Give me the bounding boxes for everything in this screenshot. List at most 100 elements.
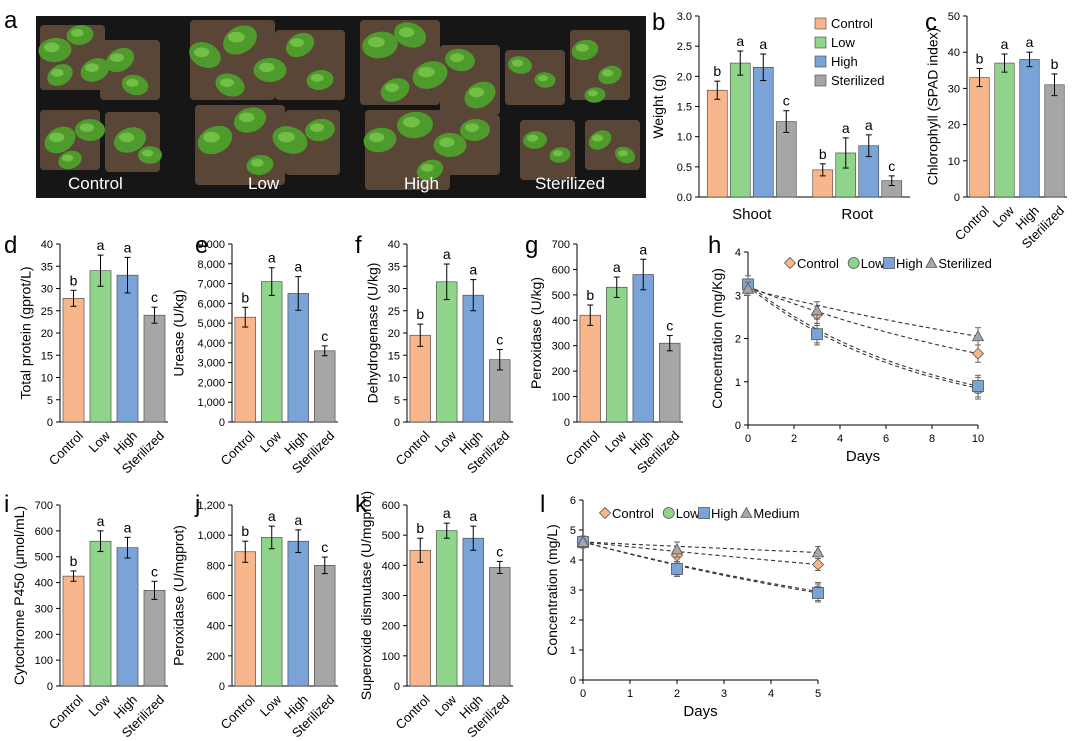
leaf-highlight xyxy=(220,78,234,87)
leaf-highlight xyxy=(126,78,139,87)
y-tick-label: 25 xyxy=(388,306,400,318)
plant-photo-panel xyxy=(36,16,646,198)
bar xyxy=(706,89,728,198)
leaf-highlight xyxy=(49,132,65,143)
y-tick-label: 40 xyxy=(388,239,400,251)
data-point xyxy=(971,330,985,342)
significance-letter: b xyxy=(241,289,249,305)
y-tick-label: 15 xyxy=(388,350,400,362)
y-tick-label: 300 xyxy=(35,603,53,615)
significance-letter: a xyxy=(268,508,276,524)
data-point xyxy=(810,304,824,316)
data-point xyxy=(811,546,825,558)
x-tick-label: 6 xyxy=(883,433,889,445)
significance-letter: a xyxy=(469,508,477,524)
significance-letter: a xyxy=(268,250,276,266)
panel-label-l: l xyxy=(540,491,545,518)
y-tick-label: 0 xyxy=(564,417,570,429)
bar xyxy=(579,314,601,423)
x-category-label: Low xyxy=(990,203,1018,231)
x-category-label: Control xyxy=(218,692,258,732)
y-axis-title: Urease (U/kg) xyxy=(171,289,187,376)
legend-label: Control xyxy=(797,256,839,271)
y-tick-label: 10 xyxy=(948,156,960,168)
legend-label: Medium xyxy=(753,506,799,521)
photo-caption-sterilized: Sterilized xyxy=(535,174,605,193)
leaf-highlight xyxy=(311,73,324,82)
bar xyxy=(659,342,681,423)
leaf-highlight xyxy=(44,42,60,53)
significance-letter: b xyxy=(416,306,424,322)
y-tick-label: 1,000 xyxy=(197,530,225,542)
bar xyxy=(89,540,112,687)
bar xyxy=(287,540,309,687)
y-tick-label: 600 xyxy=(35,526,53,538)
leaf-highlight xyxy=(62,154,74,162)
y-tick-label: 3,000 xyxy=(197,358,225,370)
y-tick-label: 2 xyxy=(570,615,576,627)
series-curve xyxy=(747,286,979,355)
leaf-highlight xyxy=(588,90,598,97)
y-tick-label: 4 xyxy=(570,555,576,567)
leaf-highlight xyxy=(385,83,399,92)
leaf-highlight xyxy=(142,149,154,157)
y-tick-label: 200 xyxy=(382,621,400,633)
y-tick-label: 20 xyxy=(948,120,960,132)
y-tick-label: 100 xyxy=(35,655,53,667)
y-axis-title: Dehydrogenase (U/kg) xyxy=(364,263,380,404)
bar xyxy=(143,590,166,687)
data-point xyxy=(811,328,823,341)
y-axis-title: Peroxidase (U/mgprot) xyxy=(171,525,187,666)
bar xyxy=(143,314,166,423)
y-tick-label: 300 xyxy=(552,341,570,353)
bar xyxy=(261,281,283,423)
y-tick-label: 7,000 xyxy=(197,279,225,291)
significance-letter: c xyxy=(496,331,503,347)
leaf-highlight xyxy=(465,123,479,132)
significance-letter: c xyxy=(321,539,328,555)
y-tick-label: 100 xyxy=(552,392,570,404)
significance-letter: b xyxy=(70,272,78,288)
leaf-highlight xyxy=(85,63,99,72)
bar xyxy=(1019,59,1040,198)
leaf-highlight xyxy=(368,36,385,48)
y-tick-label: 50 xyxy=(948,11,960,23)
bar xyxy=(234,551,256,687)
y-tick-label: 40 xyxy=(41,239,53,251)
leaf-highlight xyxy=(110,53,124,62)
panel-label-d: d xyxy=(4,232,17,259)
y-axis-title: Concentration (mg/L) xyxy=(544,524,560,656)
y-tick-label: 700 xyxy=(552,239,570,251)
y-tick-label: 0.5 xyxy=(677,162,692,174)
y-tick-label: 1,200 xyxy=(197,500,225,512)
y-tick-label: 200 xyxy=(552,366,570,378)
data-point xyxy=(670,543,684,555)
y-tick-label: 1 xyxy=(570,645,576,657)
data-point xyxy=(576,535,590,547)
y-tick-label: 6,000 xyxy=(197,298,225,310)
bar xyxy=(752,66,774,198)
x-category-label: Root xyxy=(841,206,874,223)
data-point xyxy=(598,506,612,520)
photo-caption-low: Low xyxy=(248,174,280,193)
significance-letter: a xyxy=(294,259,302,275)
leaf-highlight xyxy=(80,123,94,132)
x-category-label: Control xyxy=(393,428,433,468)
significance-letter: a xyxy=(613,259,621,275)
bar xyxy=(729,62,751,198)
bar xyxy=(409,334,431,423)
x-tick-label: 4 xyxy=(768,688,774,700)
leaf-highlight xyxy=(553,150,563,157)
leaf-highlight xyxy=(421,163,434,172)
y-axis-title: Total protein (gprot/L) xyxy=(17,266,33,399)
y-tick-label: 300 xyxy=(382,591,400,603)
x-axis-title: Days xyxy=(683,703,717,720)
significance-letter: a xyxy=(124,519,132,535)
series-curve xyxy=(582,541,819,566)
data-point xyxy=(925,256,938,268)
y-tick-label: 1,000 xyxy=(197,397,225,409)
bar xyxy=(969,77,990,198)
significance-letter: a xyxy=(469,262,477,278)
series-curve xyxy=(582,541,819,594)
